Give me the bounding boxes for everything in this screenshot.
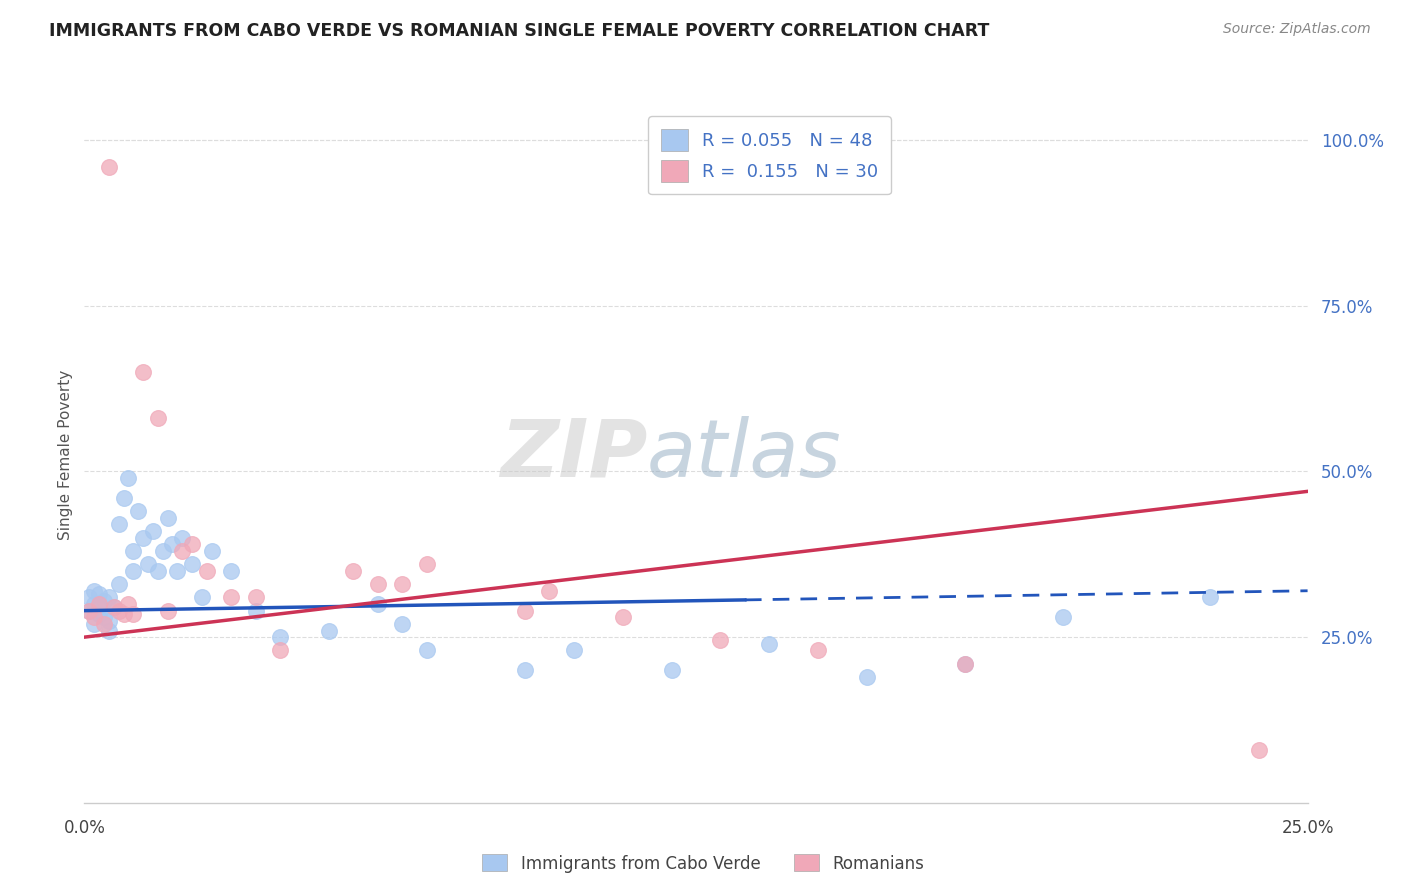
Point xyxy=(122,607,145,621)
Point xyxy=(245,591,267,605)
Point xyxy=(513,663,536,677)
Point xyxy=(156,604,179,618)
Point xyxy=(562,643,585,657)
Point xyxy=(87,600,110,615)
Point xyxy=(87,607,110,621)
Point xyxy=(342,564,364,578)
Point xyxy=(87,587,110,601)
Text: ZIP: ZIP xyxy=(499,416,647,494)
Point xyxy=(117,471,139,485)
Point xyxy=(391,616,413,631)
Point xyxy=(245,604,267,618)
Point xyxy=(122,564,145,578)
Point xyxy=(807,643,830,657)
Point xyxy=(132,365,155,379)
Point xyxy=(200,544,222,558)
Point xyxy=(219,564,242,578)
Point xyxy=(83,597,105,611)
Point xyxy=(122,544,145,558)
Point xyxy=(107,517,129,532)
Point xyxy=(953,657,976,671)
Point xyxy=(132,531,155,545)
Point xyxy=(83,616,105,631)
Point xyxy=(93,610,115,624)
Point xyxy=(661,663,683,677)
Point xyxy=(83,583,105,598)
Point xyxy=(136,558,159,572)
Point xyxy=(103,600,125,615)
Point xyxy=(538,583,561,598)
Point xyxy=(709,633,731,648)
Point xyxy=(367,597,389,611)
Legend: R = 0.055   N = 48, R =  0.155   N = 30: R = 0.055 N = 48, R = 0.155 N = 30 xyxy=(648,116,891,194)
Point xyxy=(269,630,291,644)
Point xyxy=(156,511,179,525)
Point xyxy=(269,643,291,657)
Point xyxy=(856,670,879,684)
Text: Source: ZipAtlas.com: Source: ZipAtlas.com xyxy=(1223,22,1371,37)
Point xyxy=(93,593,115,607)
Y-axis label: Single Female Poverty: Single Female Poverty xyxy=(58,370,73,540)
Point xyxy=(181,558,204,572)
Point xyxy=(146,411,169,425)
Point xyxy=(758,637,780,651)
Point xyxy=(107,604,129,618)
Legend: Immigrants from Cabo Verde, Romanians: Immigrants from Cabo Verde, Romanians xyxy=(475,847,931,880)
Point xyxy=(93,616,115,631)
Point xyxy=(181,537,204,551)
Point xyxy=(112,491,135,505)
Point xyxy=(103,600,125,615)
Point xyxy=(953,657,976,671)
Point xyxy=(117,597,139,611)
Point xyxy=(172,544,194,558)
Point xyxy=(367,577,389,591)
Point xyxy=(1052,610,1074,624)
Point xyxy=(97,624,120,638)
Point xyxy=(416,643,439,657)
Point xyxy=(142,524,165,538)
Point xyxy=(112,607,135,621)
Point xyxy=(146,564,169,578)
Point xyxy=(1247,743,1270,757)
Point xyxy=(77,591,100,605)
Point xyxy=(152,544,174,558)
Point xyxy=(1198,591,1220,605)
Point xyxy=(97,591,120,605)
Point xyxy=(127,504,149,518)
Point xyxy=(513,604,536,618)
Point xyxy=(166,564,188,578)
Point xyxy=(162,537,184,551)
Point xyxy=(195,564,218,578)
Point xyxy=(172,531,194,545)
Point xyxy=(107,577,129,591)
Point xyxy=(416,558,439,572)
Text: atlas: atlas xyxy=(647,416,842,494)
Point xyxy=(83,610,105,624)
Text: IMMIGRANTS FROM CABO VERDE VS ROMANIAN SINGLE FEMALE POVERTY CORRELATION CHART: IMMIGRANTS FROM CABO VERDE VS ROMANIAN S… xyxy=(49,22,990,40)
Point xyxy=(318,624,340,638)
Point xyxy=(97,160,120,174)
Point xyxy=(97,614,120,628)
Point xyxy=(612,610,634,624)
Point xyxy=(77,604,100,618)
Point xyxy=(77,604,100,618)
Point xyxy=(219,591,242,605)
Point xyxy=(191,591,214,605)
Point xyxy=(87,597,110,611)
Point xyxy=(391,577,413,591)
